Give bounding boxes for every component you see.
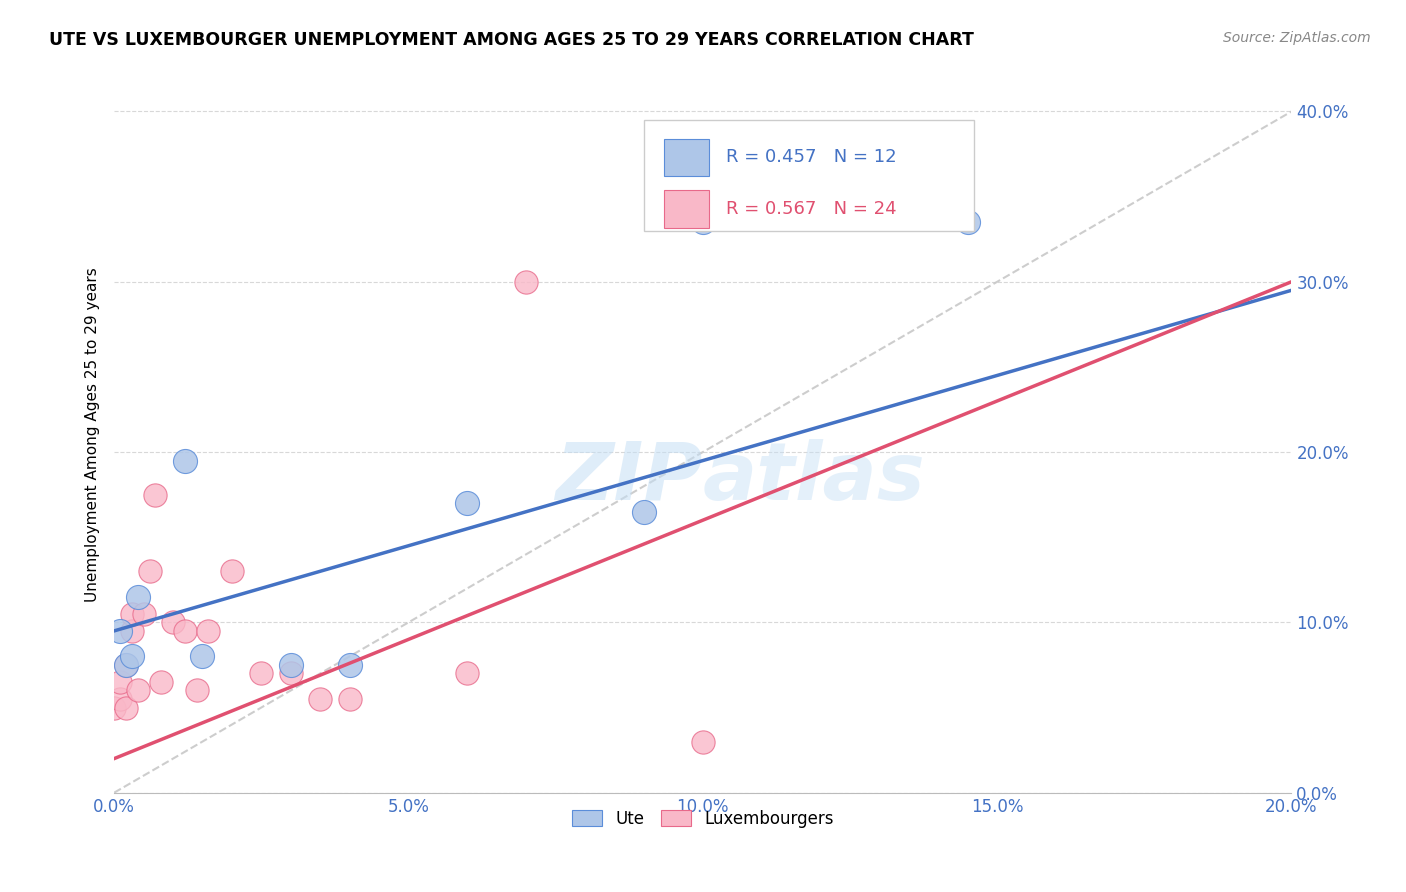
Point xyxy=(186,683,208,698)
Point xyxy=(121,649,143,664)
Point xyxy=(633,505,655,519)
Point xyxy=(145,488,167,502)
FancyBboxPatch shape xyxy=(664,190,709,227)
Point xyxy=(115,657,138,672)
Point xyxy=(162,615,184,630)
Point xyxy=(127,590,149,604)
Point xyxy=(127,683,149,698)
Point xyxy=(108,675,131,690)
Point xyxy=(339,692,361,706)
Point xyxy=(115,700,138,714)
Point xyxy=(108,624,131,638)
Point xyxy=(191,649,214,664)
Text: ZIP: ZIP xyxy=(555,439,703,517)
Point xyxy=(132,607,155,621)
Point xyxy=(456,496,478,510)
Point xyxy=(197,624,219,638)
Point xyxy=(150,675,173,690)
Point xyxy=(138,564,160,578)
Text: atlas: atlas xyxy=(703,439,925,517)
Y-axis label: Unemployment Among Ages 25 to 29 years: Unemployment Among Ages 25 to 29 years xyxy=(86,268,100,602)
Point xyxy=(956,215,979,229)
Point xyxy=(115,657,138,672)
Point xyxy=(309,692,332,706)
Point xyxy=(515,275,537,289)
Text: Source: ZipAtlas.com: Source: ZipAtlas.com xyxy=(1223,31,1371,45)
Point xyxy=(221,564,243,578)
Text: R = 0.457   N = 12: R = 0.457 N = 12 xyxy=(727,148,897,166)
Point xyxy=(103,700,125,714)
Point xyxy=(121,607,143,621)
Text: UTE VS LUXEMBOURGER UNEMPLOYMENT AMONG AGES 25 TO 29 YEARS CORRELATION CHART: UTE VS LUXEMBOURGER UNEMPLOYMENT AMONG A… xyxy=(49,31,974,49)
Point xyxy=(108,692,131,706)
Legend: Ute, Luxembourgers: Ute, Luxembourgers xyxy=(565,803,841,834)
Point xyxy=(250,666,273,681)
Point xyxy=(280,666,302,681)
Point xyxy=(692,734,714,748)
Text: R = 0.567   N = 24: R = 0.567 N = 24 xyxy=(727,200,897,218)
Point xyxy=(339,657,361,672)
Point xyxy=(280,657,302,672)
Point xyxy=(692,215,714,229)
Point xyxy=(121,624,143,638)
Point xyxy=(173,624,195,638)
Point xyxy=(456,666,478,681)
FancyBboxPatch shape xyxy=(644,120,973,231)
FancyBboxPatch shape xyxy=(664,138,709,176)
Point xyxy=(173,453,195,467)
